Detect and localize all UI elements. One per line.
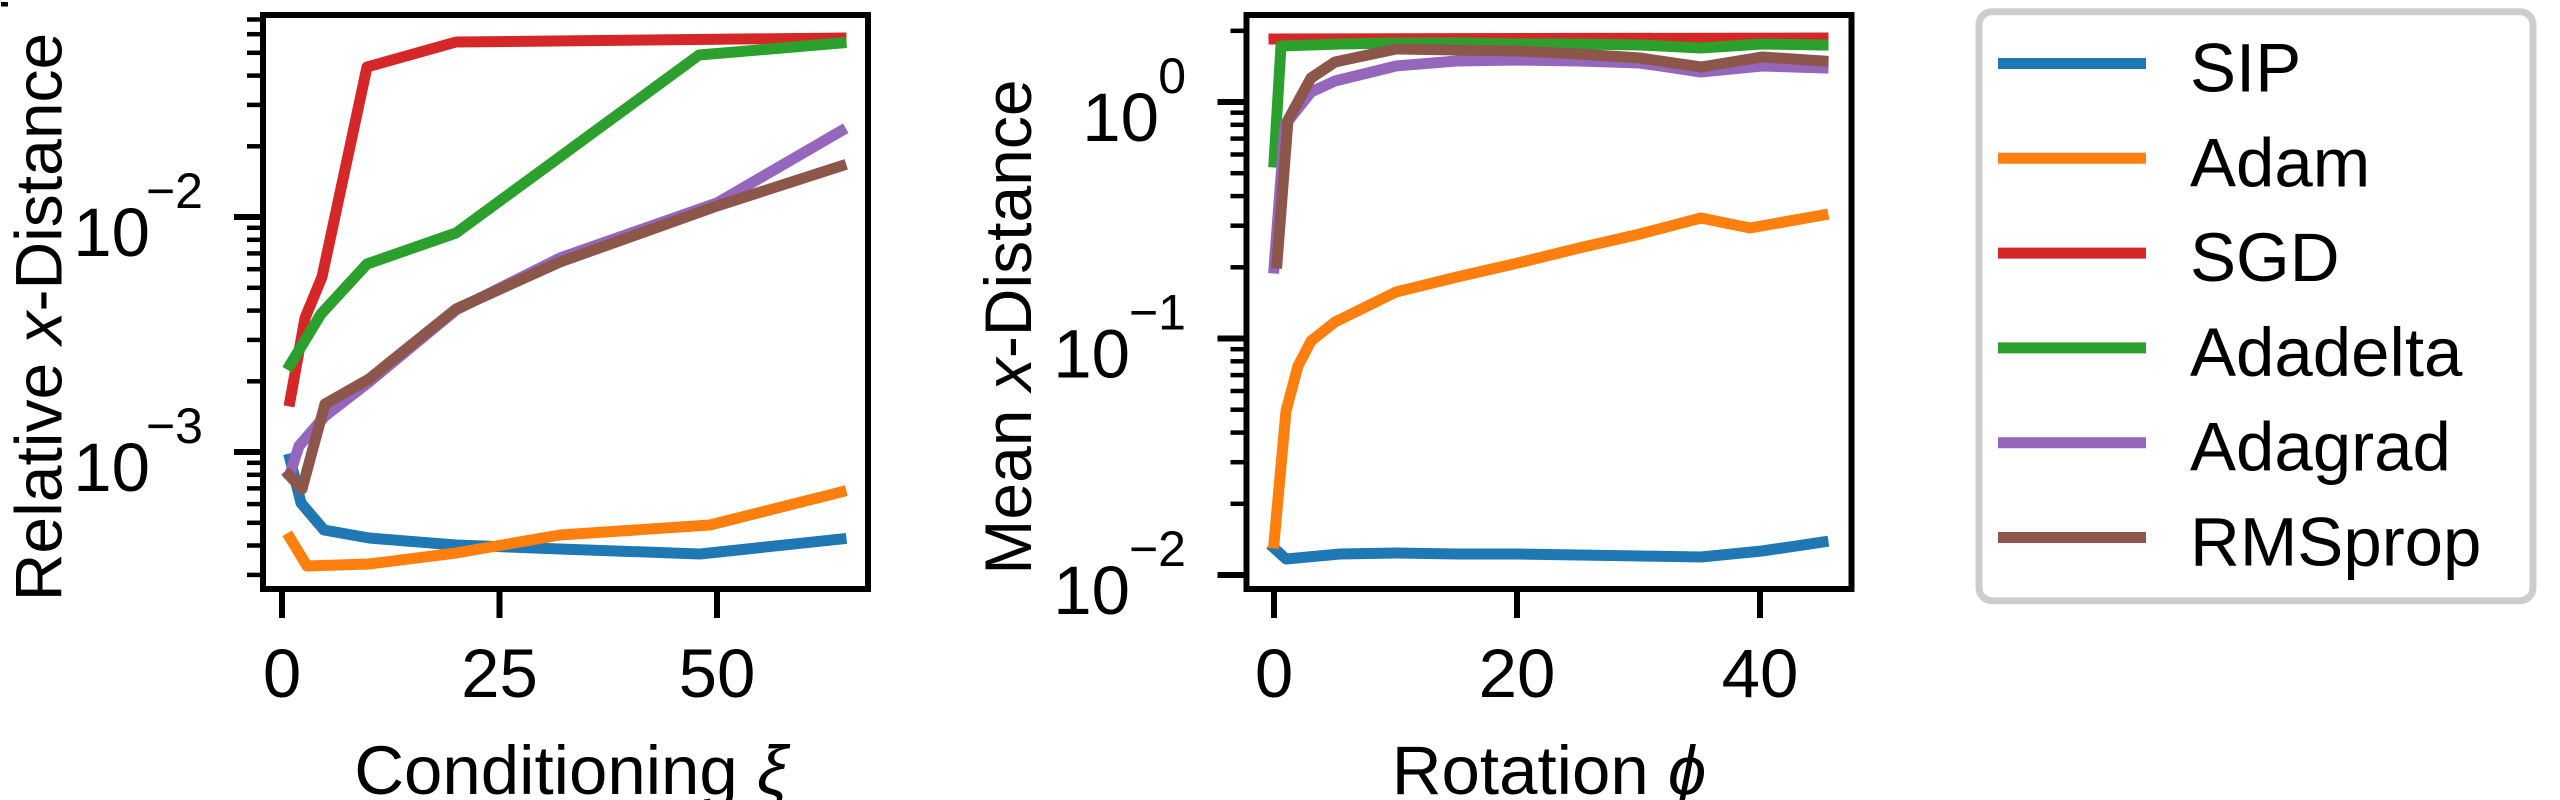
- svg-text:Mean x-Distance: Mean x-Distance: [971, 79, 1045, 574]
- svg-text:Relative x-Distance: Relative x-Distance: [2, 33, 76, 602]
- svg-text:0: 0: [1255, 635, 1293, 712]
- svg-text:10: 10: [73, 429, 150, 506]
- svg-text:−1: −1: [1129, 285, 1186, 341]
- svg-text:25: 25: [461, 635, 538, 712]
- svg-text:40: 40: [1722, 635, 1799, 712]
- svg-text:SGD: SGD: [2190, 219, 2340, 296]
- svg-text:Conditioning ξ: Conditioning ξ: [354, 732, 791, 800]
- svg-text:Rotation ϕ: Rotation ϕ: [1392, 732, 1707, 800]
- svg-text:20: 20: [1479, 635, 1556, 712]
- svg-text:10: 10: [73, 194, 150, 271]
- svg-text:0: 0: [263, 635, 301, 712]
- svg-text:Adadelta: Adadelta: [2190, 314, 2463, 391]
- svg-text:10: 10: [1053, 552, 1130, 629]
- svg-text:Adam: Adam: [2190, 124, 2370, 201]
- svg-text:0: 0: [1158, 48, 1186, 104]
- svg-text:−2: −2: [146, 163, 203, 219]
- svg-text:−2: −2: [1129, 521, 1186, 577]
- svg-text:10: 10: [1082, 79, 1159, 156]
- svg-text:Adagrad: Adagrad: [2190, 409, 2451, 486]
- svg-text:−3: −3: [146, 398, 203, 454]
- svg-text:RMSprop: RMSprop: [2190, 504, 2481, 581]
- svg-text:10: 10: [1053, 316, 1130, 393]
- svg-text:50: 50: [679, 635, 756, 712]
- svg-text:SIP: SIP: [2190, 30, 2301, 107]
